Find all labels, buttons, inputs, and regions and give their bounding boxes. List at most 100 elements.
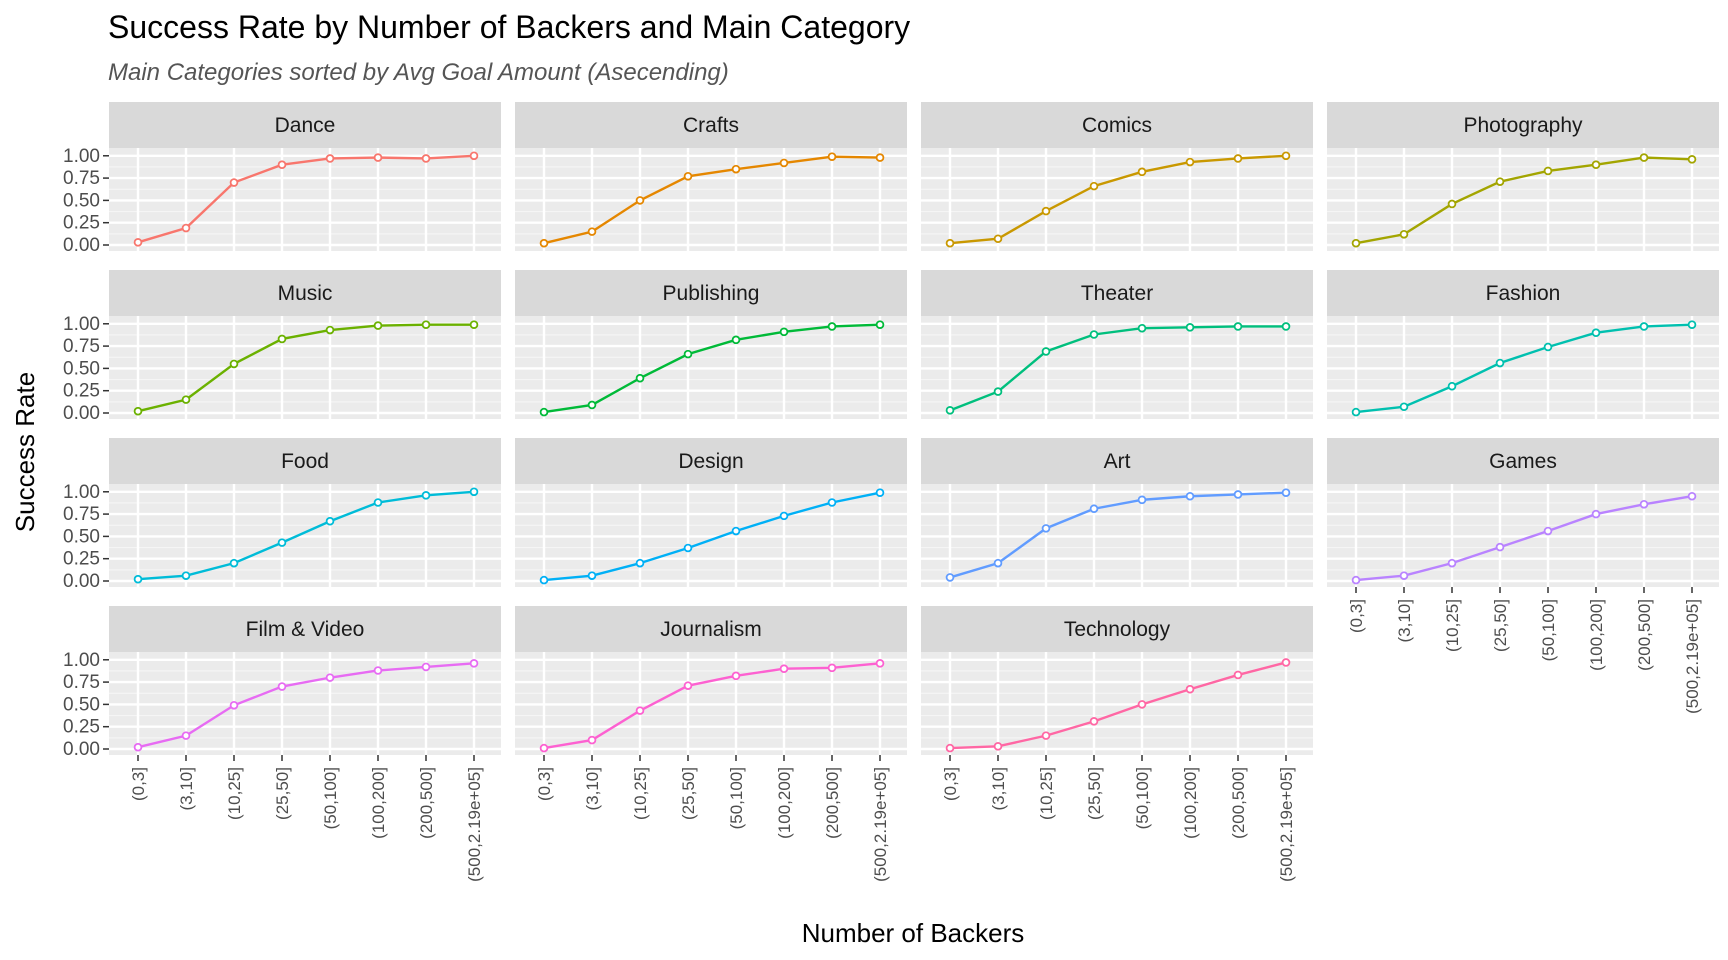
data-point xyxy=(875,659,885,668)
data-point xyxy=(1281,151,1291,161)
facet-strip-label: Comics xyxy=(1082,114,1152,137)
facet-strip xyxy=(515,270,907,316)
facet-strip xyxy=(1327,102,1719,148)
x-tick-label: (0,3] xyxy=(941,767,960,801)
data-point xyxy=(539,407,549,417)
series-line xyxy=(949,154,1287,245)
facet-art: Art xyxy=(921,438,1313,587)
x-tick-label: (100,200] xyxy=(369,767,388,839)
data-point xyxy=(421,320,431,329)
data-point xyxy=(1041,731,1051,740)
facet-strip xyxy=(515,438,907,484)
data-point xyxy=(827,152,837,161)
series-line xyxy=(137,323,474,413)
data-point xyxy=(469,151,479,161)
y-tick-label: 1.00 xyxy=(63,482,100,503)
facet-strip xyxy=(921,606,1313,652)
x-tick-label: (200,500] xyxy=(1229,767,1248,839)
data-point xyxy=(1591,160,1601,170)
data-point xyxy=(277,682,287,691)
facet-strip xyxy=(1327,438,1719,484)
x-tick-label: (3,10] xyxy=(989,767,1008,810)
y-tick-label: 1.00 xyxy=(63,314,100,335)
data-point xyxy=(1639,322,1649,331)
y-tick-label: 0.00 xyxy=(63,739,100,760)
data-point xyxy=(469,320,479,329)
facet-strip-label: Crafts xyxy=(683,114,739,137)
facet-strip xyxy=(515,102,907,148)
data-point xyxy=(133,574,143,584)
x-tick-label: (500,2.19e+05] xyxy=(465,767,484,882)
x-tick-label: (3,10] xyxy=(1395,599,1414,642)
data-point xyxy=(1687,155,1697,164)
data-point xyxy=(469,659,479,668)
x-tick-label: (100,200] xyxy=(1587,599,1606,671)
x-tick-label: (25,50] xyxy=(679,767,698,820)
y-tick-label: 0.50 xyxy=(63,358,100,379)
x-tick-label: (50,100] xyxy=(1539,599,1558,661)
y-tick-label: 0.25 xyxy=(63,717,100,738)
data-point xyxy=(277,538,287,547)
x-tick-label: (50,100] xyxy=(1133,767,1152,829)
facet-film-video: Film & Video 0.000.250.500.751.00 (0,3] (3,… xyxy=(63,606,501,882)
x-tick-label: (10,25] xyxy=(1037,767,1056,820)
y-tick-label: 0.75 xyxy=(63,168,100,189)
data-point xyxy=(1351,407,1361,417)
data-point xyxy=(1351,575,1361,585)
data-point xyxy=(133,238,143,247)
data-point xyxy=(779,664,789,674)
data-point xyxy=(945,743,955,753)
data-point xyxy=(779,511,789,521)
x-tick-label: (200,500] xyxy=(823,767,842,839)
facet-dance: Dance 0.000.250.500.751.00 xyxy=(63,102,501,256)
y-tick-label: 0.25 xyxy=(63,549,100,570)
facet-strip-label: Music xyxy=(278,282,333,305)
x-tick-label: (500,2.19e+05] xyxy=(871,767,890,882)
data-point xyxy=(277,334,287,344)
y-tick-label: 0.00 xyxy=(63,403,100,424)
y-tick-label: 0.50 xyxy=(63,694,100,715)
facet-journalism: Journalism (0,3] (3,10] (10,25] (25,50] (50,1… xyxy=(515,606,907,882)
facet-strip xyxy=(1327,270,1719,316)
series-line xyxy=(1355,495,1693,582)
data-point xyxy=(683,543,693,553)
x-tick-label: (100,200] xyxy=(775,767,794,839)
data-point xyxy=(373,321,383,330)
x-tick-label: (3,10] xyxy=(583,767,602,810)
facet-strip-label: Design xyxy=(678,450,743,473)
x-tick-label: (25,50] xyxy=(1085,767,1104,820)
y-tick-label: 0.25 xyxy=(63,213,100,234)
data-point xyxy=(587,227,597,236)
data-point xyxy=(325,673,335,682)
facet-strip xyxy=(109,270,501,316)
facet-technology: Technology (0,3] (3,10] (10,25] (25,50] (50,1… xyxy=(921,606,1313,882)
data-point xyxy=(1687,320,1697,329)
data-point xyxy=(945,573,955,582)
x-tick-label: (0,3] xyxy=(129,767,148,801)
facet-strip xyxy=(921,270,1313,316)
y-tick-label: 1.00 xyxy=(63,146,100,167)
y-tick-label: 0.00 xyxy=(63,235,100,256)
data-point xyxy=(945,238,955,248)
series-line xyxy=(1355,323,1693,414)
data-point xyxy=(635,558,645,568)
data-point xyxy=(1137,323,1147,333)
data-point xyxy=(875,153,885,162)
facet-music: Music 0.000.250.500.751.00 xyxy=(63,270,501,424)
facet-strip xyxy=(109,438,501,484)
data-point xyxy=(469,487,479,497)
data-point xyxy=(1495,177,1505,186)
data-point xyxy=(993,387,1003,396)
x-tick-label: (50,100] xyxy=(321,767,340,829)
y-tick-label: 0.50 xyxy=(63,526,100,547)
facet-strip-label: Film & Video xyxy=(246,618,365,641)
x-tick-label: (50,100] xyxy=(727,767,746,829)
series-line xyxy=(1355,156,1693,245)
x-tick-label: (100,200] xyxy=(1181,767,1200,839)
data-point xyxy=(827,322,837,331)
data-point xyxy=(1447,381,1457,391)
data-point xyxy=(1399,229,1409,239)
data-point xyxy=(1399,402,1409,412)
